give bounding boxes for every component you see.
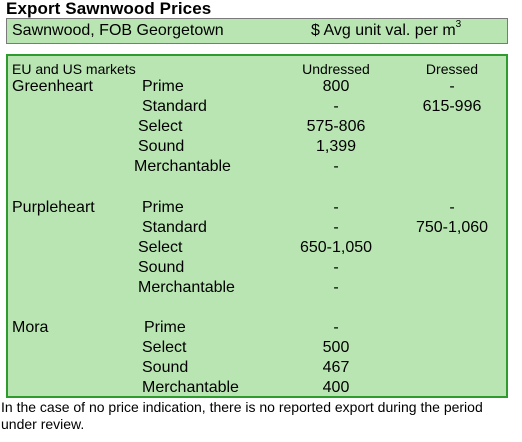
grade-label: Sound [138,138,185,155]
grade-label: Select [138,118,183,135]
undressed-value: - [333,219,339,236]
grade-label: Standard [142,219,207,236]
header-left-label: Sawnwood, FOB Georgetown [12,22,224,39]
species-purpleheart: Purpleheart [12,199,95,216]
footnote: In the case of no price indication, ther… [1,399,483,432]
header-bar: Sawnwood, FOB Georgetown $ Avg unit val.… [6,18,508,44]
grade-label: Merchantable [138,279,235,296]
grade-label: Sound [142,359,189,376]
undressed-value: 650-1,050 [299,239,373,256]
page-title: Export Sawnwood Prices [6,0,212,18]
section-label: EU and US markets [12,61,136,77]
undressed-value: - [333,319,339,336]
header-unit-superscript: 3 [455,19,462,30]
grade-label: Merchantable [134,158,231,175]
undressed-value: 1,399 [315,138,357,155]
undressed-value: 800 [322,78,350,95]
grade-label: Sound [138,259,185,276]
grade-label: Merchantable [142,379,239,396]
dressed-value: - [449,78,455,95]
grade-label: Standard [142,98,207,115]
dressed-value: 750-1,060 [415,219,489,236]
dressed-value: 615-996 [422,98,482,115]
grade-label: Prime [142,78,184,95]
price-table: EU and US markets Undressed Dressed Gree… [6,54,508,398]
undressed-value: - [333,279,339,296]
species-greenheart: Greenheart [12,78,93,95]
grade-label: Select [138,239,183,256]
dressed-value: - [449,199,455,216]
undressed-value: - [333,158,339,175]
undressed-value: - [333,259,339,276]
column-header-undressed: Undressed [302,61,370,77]
grade-label: Prime [144,319,186,336]
undressed-value: 575-806 [306,118,366,135]
undressed-value: 500 [322,339,350,356]
undressed-value: - [333,98,339,115]
column-header-dressed: Dressed [425,61,479,77]
header-unit-label: $ Avg unit val. per m [311,22,456,39]
header-right-label: $ Avg unit val. per m3 [311,19,462,40]
grade-label: Prime [142,199,184,216]
species-mora: Mora [12,319,49,336]
undressed-value: - [333,199,339,216]
undressed-value: 467 [322,359,350,376]
undressed-value: 400 [322,379,350,396]
grade-label: Select [142,339,187,356]
